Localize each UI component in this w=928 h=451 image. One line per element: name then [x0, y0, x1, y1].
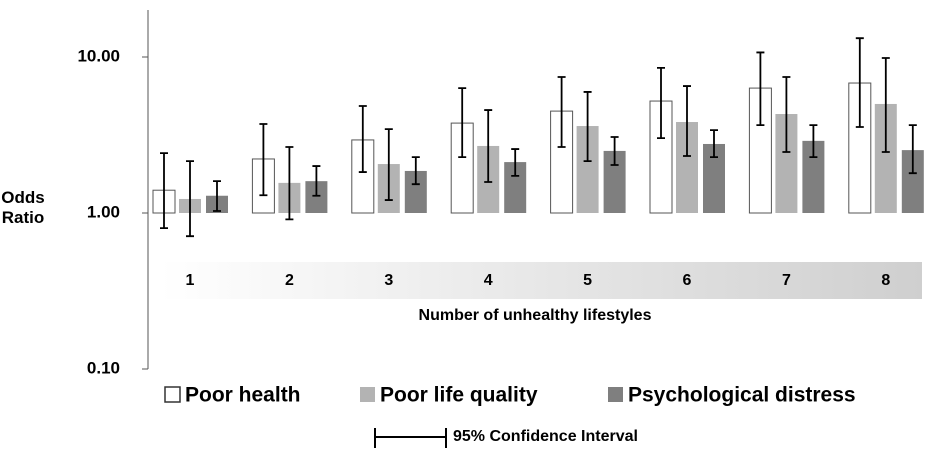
bar [603, 150, 626, 213]
error-bar [213, 180, 221, 212]
y-tick-label: 1.00 [87, 202, 120, 221]
legend-label: Psychological distress [628, 384, 856, 407]
error-bar [484, 109, 493, 183]
error-bar [683, 85, 691, 157]
category-band [160, 262, 922, 299]
error-bar [557, 76, 566, 148]
x-tick-label: 2 [285, 272, 294, 289]
bar [802, 140, 825, 213]
x-tick-label: 4 [484, 272, 493, 289]
error-bar [312, 165, 321, 197]
legend-label: Poor health [185, 384, 301, 407]
error-bar [259, 123, 268, 197]
ci-legend-icon [374, 428, 447, 448]
error-bar [782, 76, 791, 153]
legend-swatch [608, 387, 623, 402]
legend-label: Poor life quality [380, 384, 538, 407]
error-bar [511, 148, 520, 177]
bar [901, 150, 924, 213]
bar [504, 162, 527, 213]
x-tick-label: 3 [384, 272, 393, 289]
bar [703, 143, 725, 213]
error-bar [160, 152, 168, 230]
bar [676, 122, 698, 213]
error-bar [186, 160, 194, 238]
x-tick-label: 8 [881, 272, 890, 289]
y-tick-label: 0.10 [87, 358, 120, 377]
error-bar [285, 146, 294, 221]
bar [305, 181, 328, 213]
bar [404, 170, 427, 213]
error-bar [384, 128, 393, 201]
error-bar [908, 124, 917, 175]
error-bar [881, 57, 890, 153]
error-bar [710, 129, 718, 159]
error-bar [458, 87, 467, 159]
legend-swatch [360, 387, 375, 402]
x-tick-label: 5 [583, 272, 592, 289]
bar [576, 126, 599, 213]
bar [874, 103, 897, 213]
error-bar [610, 136, 619, 166]
y-tick-label: 10.00 [77, 46, 120, 65]
error-bar [583, 91, 592, 163]
error-bar [809, 124, 818, 159]
y-axis-label: Odds Ratio [1, 188, 45, 227]
x-tick-label: 6 [683, 272, 692, 289]
x-tick-label: 1 [186, 272, 195, 289]
legend-swatch [164, 386, 181, 403]
x-axis-label: Number of unhealthy lifestyles [419, 307, 652, 324]
x-tick-label: 7 [782, 272, 791, 289]
error-bar [756, 51, 765, 126]
error-bar [855, 37, 864, 128]
error-bar [411, 156, 420, 186]
error-bar [358, 105, 367, 173]
ci-legend-label: 95% Confidence Interval [453, 428, 638, 445]
bar [775, 114, 798, 213]
error-bar [657, 66, 665, 140]
